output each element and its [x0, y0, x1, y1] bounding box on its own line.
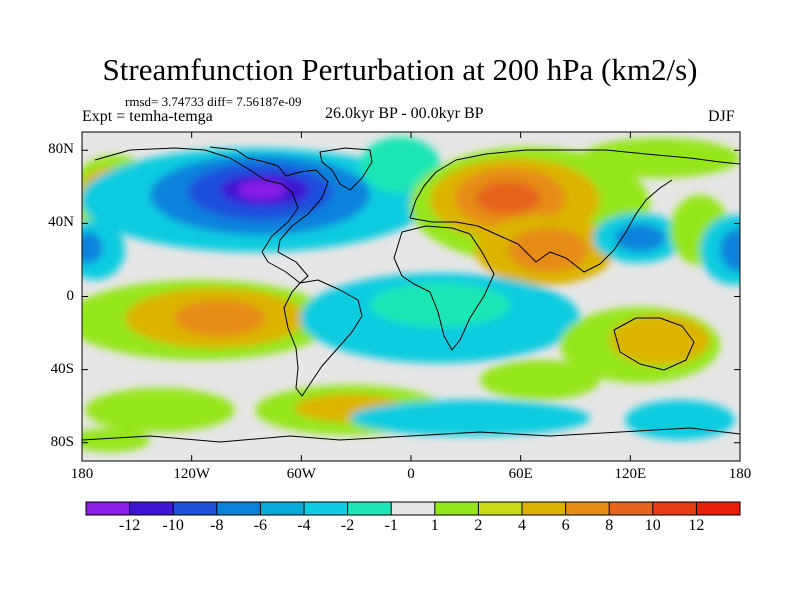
y-tick-label: 80S: [50, 433, 74, 450]
field-blob: [175, 300, 265, 336]
x-tick-label: 120E: [614, 466, 647, 482]
colorbar-label: 12: [688, 517, 705, 534]
colorbar-frame: [85, 501, 741, 516]
x-tick-label: 120W: [173, 466, 210, 482]
field-blob: [476, 182, 540, 214]
africa-coast: [393, 225, 495, 351]
colorbar-swatch: [304, 502, 349, 515]
field-blob: [508, 228, 588, 272]
season-label: DJF: [708, 108, 735, 125]
field-blob: [238, 181, 286, 199]
field-blob: [350, 400, 590, 436]
colorbar-swatch: [391, 502, 436, 515]
colorbar-swatch: [652, 502, 697, 515]
field-blob: [82, 428, 150, 452]
colorbar-swatch: [86, 502, 131, 515]
x-tick-label: 180: [728, 466, 752, 482]
colorbar-label: -6: [253, 517, 268, 534]
colorbar-swatch: [696, 502, 741, 515]
page-title: Streamfunction Perturbation at 200 hPa (…: [102, 52, 698, 87]
contour-field: [82, 132, 740, 461]
colorbar-label: -4: [297, 517, 311, 534]
field-blob: [615, 224, 665, 252]
colorbar-swatch: [173, 502, 218, 515]
y-tick-label: 40S: [50, 360, 74, 377]
colorbar-label: 8: [605, 517, 614, 534]
north-america-coast: [94, 146, 329, 284]
eurasia-coast: [409, 149, 740, 273]
y-tick-label: 80N: [48, 141, 74, 158]
colorbar-label: -2: [340, 517, 355, 534]
colorbar-label: -10: [162, 517, 184, 534]
y-tick-label: 0: [66, 287, 75, 304]
field-blob: [82, 232, 103, 264]
colorbar-label: 1: [430, 517, 439, 534]
field-blob: [720, 228, 740, 272]
field-blob: [360, 137, 440, 193]
colorbar-swatch: [129, 502, 174, 515]
colorbar: [86, 502, 741, 515]
colorbar-label: -12: [118, 517, 141, 534]
field-blob: [625, 400, 735, 440]
south-america-coast: [283, 279, 363, 397]
period-label: 26.0kyr BP - 00.0kyr BP: [325, 105, 484, 122]
y-tick-label: 40N: [48, 214, 74, 231]
colorbar-label: -1: [384, 517, 398, 534]
colorbar-label: 10: [644, 517, 661, 534]
colorbar-swatch: [522, 502, 567, 515]
field-blob: [610, 315, 710, 365]
antarctica-coast: [82, 427, 740, 443]
australia-coast: [613, 317, 695, 371]
rmsd-diff-stats: rmsd= 3.74733 diff= 7.56187e-09: [125, 94, 302, 109]
field-blob: [370, 283, 510, 327]
x-tick-label: 0: [407, 466, 415, 482]
greenland-coast: [319, 147, 373, 191]
x-tick-label: 60E: [508, 466, 533, 482]
colorbar-label: 4: [518, 517, 526, 534]
field-blob: [580, 138, 740, 178]
field-blob: [85, 388, 235, 432]
colorbar-swatch: [434, 502, 479, 515]
colorbar-swatch: [478, 502, 523, 515]
colorbar-swatch: [565, 502, 610, 515]
colorbar-label: -8: [210, 517, 224, 534]
axis-ticks: [81, 132, 741, 461]
colorbar-swatch: [216, 502, 261, 515]
colorbar-swatch: [260, 502, 305, 515]
experiment-label: Expt = temha-temga: [82, 108, 213, 125]
field-blob: [480, 360, 600, 400]
x-tick-label: 180: [70, 466, 94, 482]
coastlines: [82, 146, 740, 443]
colorbar-swatch: [347, 502, 392, 515]
colorbar-swatch: [609, 502, 654, 515]
x-tick-label: 60W: [286, 466, 316, 482]
colorbar-label: 6: [561, 517, 570, 534]
colorbar-label: 2: [474, 517, 483, 534]
